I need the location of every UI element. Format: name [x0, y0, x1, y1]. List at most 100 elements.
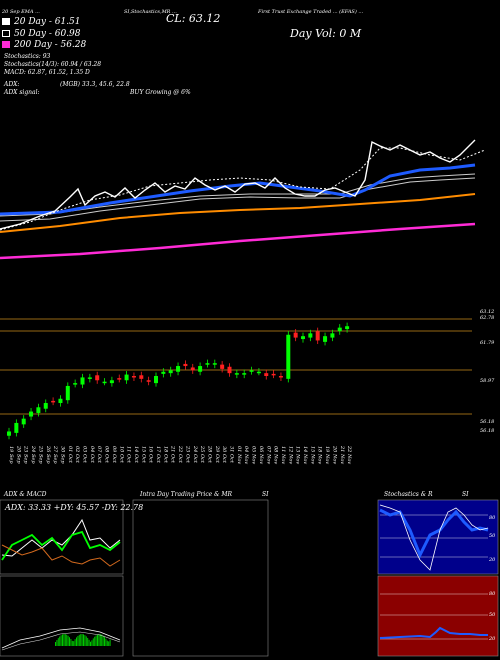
ma50-legend: 50 Day - 60.98	[14, 29, 81, 39]
macd-signal-line	[1, 631, 121, 651]
macd-bar	[108, 641, 110, 646]
macd-bar	[57, 638, 59, 646]
macd-bar	[63, 634, 65, 646]
stochastics-lines	[379, 504, 489, 571]
macd-bar	[85, 636, 87, 646]
macd-bar	[88, 639, 90, 646]
date-label: 08 Oct	[104, 446, 110, 464]
date-label: 02 Oct	[74, 446, 80, 464]
candle-body	[51, 400, 56, 403]
close-price-line	[0, 139, 476, 230]
macd-bar	[83, 634, 84, 646]
price-label: 63.12	[480, 309, 494, 315]
date-label: 14 Oct	[133, 446, 139, 464]
candle-body	[293, 332, 298, 338]
ma50-line	[0, 163, 476, 216]
date-label: 15 Nov	[309, 446, 315, 464]
adx-label: ADX:	[4, 81, 20, 88]
ma200-legend-swatch	[2, 41, 10, 48]
ma-grey-line-1	[0, 173, 476, 217]
candle-body	[242, 373, 247, 375]
candle-body	[315, 331, 320, 341]
candle-body	[58, 398, 63, 404]
macd-bar	[101, 634, 103, 646]
candle-body	[154, 376, 158, 384]
adx-lines	[1, 518, 121, 567]
candle-body	[183, 363, 188, 367]
rsi-level-20: 20	[489, 636, 496, 642]
date-label: 30 Sep	[59, 446, 65, 464]
adx-line	[1, 518, 121, 557]
candle-body	[323, 336, 328, 342]
candle-body	[14, 422, 19, 433]
stoch-level-50: 50	[489, 533, 496, 539]
candle-body	[176, 366, 181, 372]
ma20-legend-swatch	[2, 18, 10, 25]
macd-bar	[74, 639, 76, 646]
candle-body	[43, 403, 48, 409]
macd-readout: MACD: 62.87, 61.52, 1.35 D	[4, 69, 90, 76]
macd-bar	[76, 637, 77, 646]
date-label: 30 Oct	[221, 446, 227, 464]
date-label: 22 Oct	[177, 445, 183, 464]
candle-body	[205, 363, 210, 365]
date-label: 11 Oct	[126, 446, 132, 464]
header-line1-left: 20 Sep EMA ...	[2, 9, 40, 15]
date-label: 18 Nov	[317, 446, 323, 464]
candle-body	[80, 377, 85, 385]
date-label: 26 Sep	[45, 445, 51, 464]
price-label: 56.18	[480, 428, 494, 434]
macd-line	[1, 627, 121, 649]
date-label: 13 Nov	[295, 446, 301, 464]
macd-bar	[98, 634, 100, 646]
date-label: 21 Nov	[339, 445, 345, 464]
candle-body	[345, 326, 350, 330]
date-axis-labels: 19 Sep 20 Sep 23 Sep 24 Sep 25 Sep 26 Sep 27 S…	[8, 445, 352, 464]
date-label: 03 Oct	[82, 446, 88, 464]
macd-bar	[81, 634, 83, 646]
macd-bar	[102, 635, 104, 646]
price-label: 61.79	[480, 340, 495, 346]
macd-bar	[97, 634, 98, 646]
rsi-level-50: 50	[489, 612, 496, 618]
macd-bar	[71, 640, 73, 646]
candle-body	[102, 381, 107, 384]
date-label: 21 Oct	[170, 445, 176, 464]
macd-bar	[77, 635, 79, 646]
macd-bar	[56, 640, 58, 646]
date-label: 20 Nov	[331, 445, 337, 464]
date-label: 08 Nov	[273, 446, 279, 464]
macd-bar	[94, 636, 96, 646]
candle-body	[278, 376, 283, 378]
macd-bar	[91, 640, 93, 646]
stochastics-title: Stochastics & R	[384, 491, 433, 498]
macd-bar	[80, 634, 82, 646]
macd-bar	[70, 638, 72, 646]
plus-di-line	[1, 530, 121, 561]
candle-body	[190, 367, 195, 371]
macd-bar	[95, 635, 97, 646]
macd-bar	[64, 634, 66, 646]
date-label: 04 Oct	[89, 446, 95, 464]
rsi-lines	[379, 593, 488, 640]
candle-body	[21, 418, 26, 425]
candle-body	[264, 373, 269, 376]
candle-body	[146, 380, 151, 382]
candle-body	[7, 431, 11, 436]
adx-signal-label: ADX signal:	[4, 89, 40, 96]
ma200-legend: 200 Day - 56.28	[14, 40, 87, 50]
stochastics-detail: Stochastics(14/3): 60.94 / 63.28	[4, 61, 102, 68]
candle-body	[139, 375, 144, 379]
candle-body	[161, 371, 166, 374]
stoch-level-20: 20	[489, 557, 496, 563]
macd-bar	[84, 635, 86, 646]
candle-body	[337, 327, 342, 332]
price-label: 56.18	[480, 419, 494, 425]
rsi-line	[379, 626, 488, 639]
candle-body	[87, 377, 92, 379]
date-label: 24 Sep	[30, 445, 36, 464]
stochastics-readout: Stochastics: 93	[4, 53, 51, 60]
price-gridlines	[0, 318, 472, 415]
